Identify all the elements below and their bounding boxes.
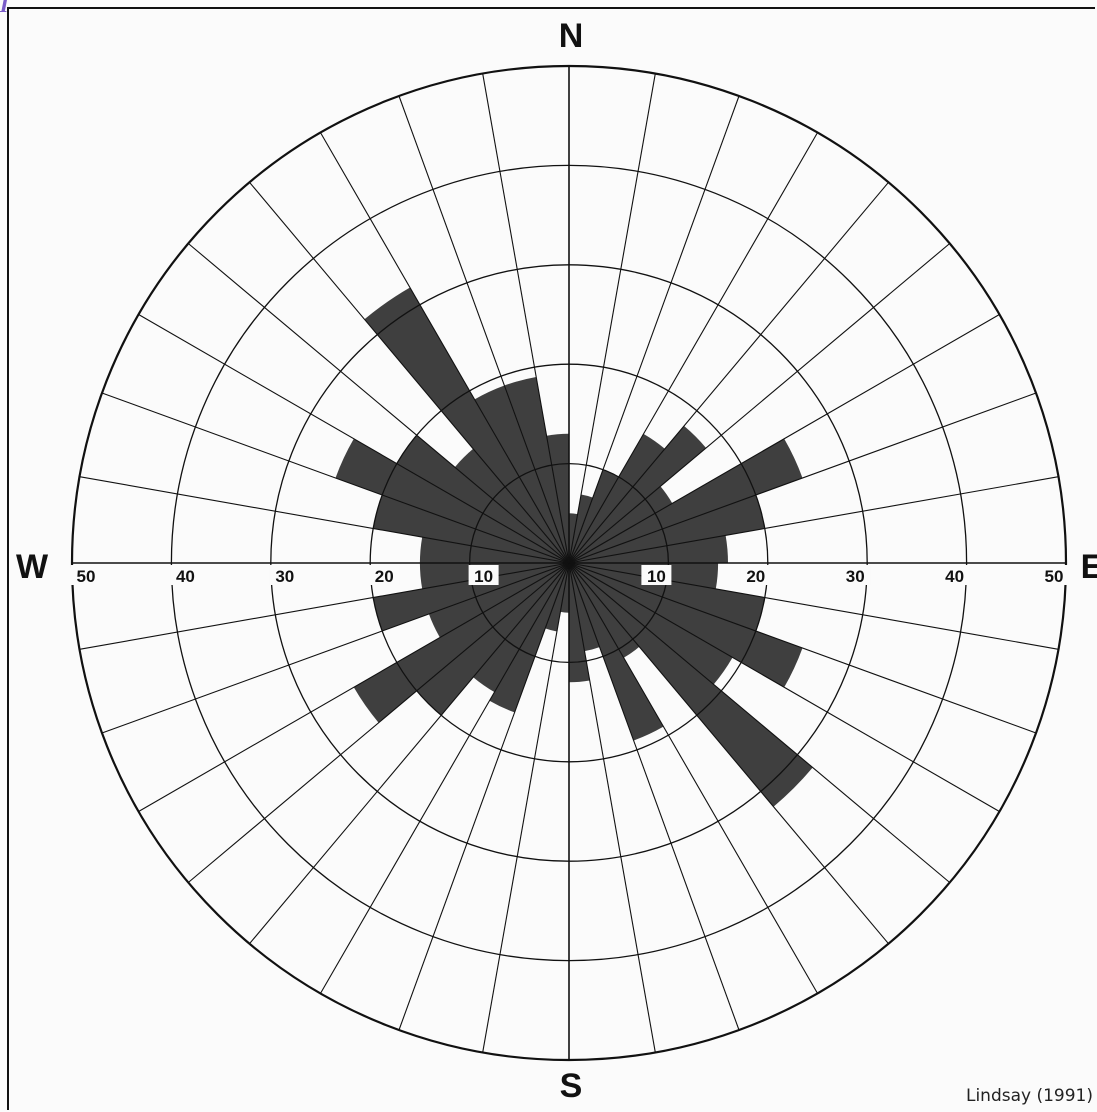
ring-label-bg	[740, 565, 771, 585]
compass-north-label: N	[559, 17, 584, 55]
grid-spoke	[568, 314, 1000, 564]
ring-label-east: 50	[1045, 567, 1064, 586]
rose-bin	[454, 448, 569, 563]
grid-spoke	[568, 476, 1059, 564]
ring-label-bg	[1039, 565, 1069, 585]
rose-bin	[569, 469, 619, 563]
grid-spoke	[187, 562, 570, 883]
rose-bins	[335, 287, 813, 807]
ring-label-bg	[468, 565, 499, 585]
rose-bin	[473, 563, 569, 693]
rose-bin	[569, 425, 707, 563]
grid-spoke	[568, 392, 1037, 564]
grid-spoke	[568, 562, 818, 994]
ring-label-west: 30	[275, 567, 294, 586]
rose-bin	[569, 563, 765, 631]
ring-label-bg	[840, 565, 871, 585]
ring-label-west: 10	[474, 567, 493, 586]
grid-spoke	[138, 562, 570, 812]
grid-spoke	[568, 562, 740, 1031]
rose-bin	[569, 495, 765, 563]
grid-spoke	[398, 95, 570, 564]
rose-bin	[569, 563, 733, 685]
rose-bin	[373, 495, 569, 563]
rose-bin	[569, 433, 665, 563]
grid-spoke	[482, 73, 570, 564]
rose-bin	[416, 563, 569, 716]
grid-spoke	[568, 95, 740, 564]
corner-mark: I	[0, 0, 9, 17]
rose-bin	[474, 385, 569, 563]
grid-spoke	[320, 562, 570, 994]
grid-spoke	[79, 476, 570, 564]
grid-spoke	[568, 562, 951, 883]
rose-bin	[373, 563, 569, 631]
grid-spoke	[320, 132, 570, 564]
grid-spoke	[101, 392, 570, 564]
ring-label-bg	[269, 565, 300, 585]
ring-label-bg	[369, 565, 400, 585]
grid-spoke	[568, 562, 1000, 812]
ring-label-east: 40	[945, 567, 964, 586]
ring-label-west: 40	[176, 567, 195, 586]
source-citation: Lindsay (1991)	[965, 1086, 1093, 1106]
ring-label-bg	[71, 565, 101, 585]
grid-spoke	[398, 562, 570, 1031]
grid-spoke	[249, 562, 570, 945]
figure-frame	[7, 7, 1095, 1110]
grid-spoke	[482, 562, 570, 1053]
grid-spoke	[568, 562, 1037, 734]
ring-label-east: 10	[647, 567, 666, 586]
rose-bin	[489, 563, 569, 713]
grid-spoke	[138, 314, 570, 564]
rose-bin	[364, 287, 569, 563]
grid-spoke	[568, 562, 889, 945]
rose-bin	[428, 563, 569, 638]
rose-bin	[569, 563, 640, 658]
rose-bin	[569, 563, 664, 741]
ring-label-east: 20	[746, 567, 765, 586]
grid-spoke	[101, 562, 570, 734]
grid-spoke	[568, 132, 818, 564]
rose-bin	[396, 435, 569, 563]
grid-spoke	[568, 73, 656, 564]
grid-spoke	[568, 243, 951, 564]
rose-bin	[569, 486, 673, 563]
grid-spoke	[249, 181, 570, 564]
rose-grid	[70, 64, 1068, 1062]
grid-spoke	[568, 181, 889, 564]
rose-bin	[504, 377, 569, 563]
compass-west-label: W	[16, 548, 49, 586]
ring-label-west: 20	[375, 567, 394, 586]
compass-south-label: S	[560, 1067, 583, 1105]
ring-label-west: 50	[77, 567, 96, 586]
rose-bin	[569, 563, 813, 807]
ring-label-bg	[641, 565, 672, 585]
grid-spoke	[187, 243, 570, 564]
compass-east-label: E	[1081, 548, 1097, 586]
rose-labels: N S E W 10 20 30 40 50 50 40 30 20 10	[16, 17, 1097, 1105]
rose-bin	[353, 563, 569, 723]
grid-spoke	[568, 562, 656, 1053]
ring-label-east: 30	[846, 567, 865, 586]
ring-label-bg	[939, 565, 970, 585]
ring-label-bg	[170, 565, 201, 585]
